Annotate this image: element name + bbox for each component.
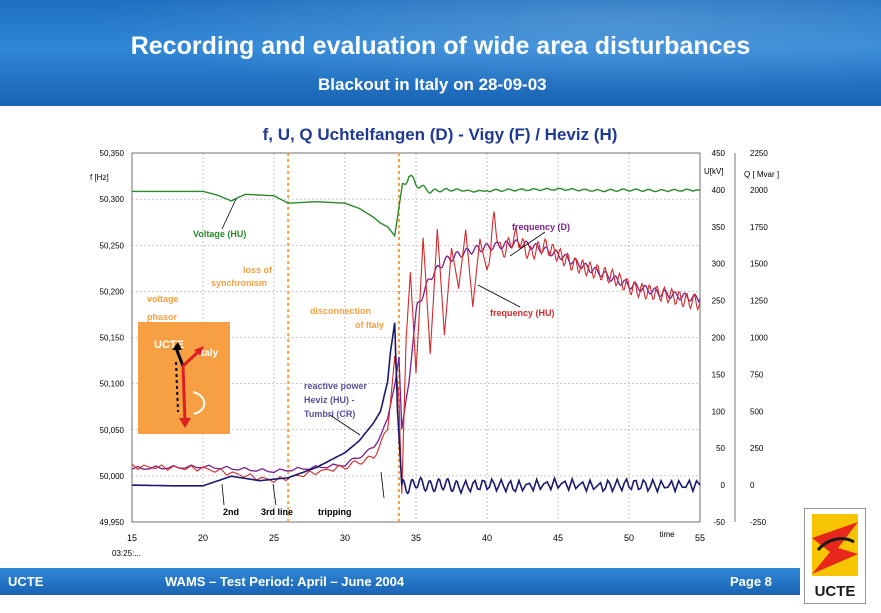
tick-3rd [272,483,277,506]
y-right2-tick-label: -250 [750,518,767,527]
y-right2-tick-label: 1500 [750,260,768,269]
y-right1-tick-label: 100 [712,407,726,416]
y-left-tick-label: 50,350 [100,149,125,158]
y-right1-tick-label: 400 [712,186,726,195]
y-right2-tick-label: 250 [750,444,764,453]
logo-text: UCTE [815,583,856,600]
y-right1-tick-label: 0 [721,481,726,490]
series-reactive-power [131,322,701,496]
voltage-phasor-diagram: UCTE Italy [138,322,230,434]
x-tick-label: 30 [340,533,350,543]
x-axis-label: time [659,530,675,539]
y-right1-tick-label: 50 [716,444,725,453]
annotation-2nd: 2nd [223,507,239,517]
y-right1-tick-label: 250 [712,297,726,306]
plot-frame [131,152,701,523]
y-left-tick-label: 50,250 [100,241,125,250]
series-voltage-hu [132,174,701,238]
y-right2-tick-label: 2000 [750,186,768,195]
y-right1-axis-label: U[kV] [704,167,724,176]
y-left-tick-label: 50,150 [100,334,125,343]
callout-frequency-hu [477,284,521,308]
x-tick-label: 40 [482,533,492,543]
y-right2-tick-label: 1750 [750,223,768,232]
x-tick-label: 50 [624,533,634,543]
y-left-tick-label: 50,100 [100,380,125,389]
annotation-synchronism: synchronism [211,278,267,288]
header-banner [0,0,881,106]
page-title: Recording and evaluation of wide area di… [130,32,751,60]
page-subtitle: Blackout in Italy on 28-09-03 [318,75,547,94]
annotation-of-italy: of Italy [355,320,384,330]
y-right2-tick-label: 750 [750,370,764,379]
x-tick-label: 55 [695,533,705,543]
tick-tripping [380,471,385,499]
ucte-logo: UCTE [804,508,866,604]
callout-voltage [221,198,237,230]
callout-frequency-d [509,231,546,257]
tick-2nd [221,483,225,506]
y-right1-tick-label: 350 [712,223,726,232]
phasor-arrows-icon: UCTE Italy [154,339,218,428]
y-right2-tick-label: 0 [750,481,755,490]
chart: f, U, Q Uchtelfangen (D) - Vigy (F) / He… [90,125,779,558]
annotation-heviz: Heviz (HU) - [304,395,355,405]
x-tick-label: 20 [198,533,208,543]
y-right2-axis-label: Q [ Mvar ] [744,170,779,179]
footer-test-period: WAMS – Test Period: April – June 2004 [165,574,405,589]
y-right1-tick-label: 450 [712,149,726,158]
annotation-tripping: tripping [318,507,352,517]
callout-reactive [329,414,361,436]
y-right1-tick-label: 200 [712,334,726,343]
phasor-italy-label: Italy [198,348,218,359]
annotation-tumbri: Tumbri (CR) [304,409,355,419]
x-tick-label: 45 [553,533,563,543]
y-right2-tick-label: 2250 [750,149,768,158]
x-tick-label: 35 [411,533,421,543]
y-left-tick-label: 50,200 [100,287,125,296]
annotation-3rd-line: 3rd line [261,507,293,517]
annotation-voltage: voltage [147,294,179,304]
x-tick-label: 15 [127,533,137,543]
annotation-reactive-power: reactive power [304,381,368,391]
annotation-frequency-d: frequency (D) [512,222,570,232]
footer-page-number: Page 8 [730,574,772,589]
footer-org: UCTE [8,574,44,589]
y-right2-tick-label: 500 [750,407,764,416]
x-start-label: 03:25:... [112,549,141,558]
annotation-loss-of: loss of [243,265,273,275]
annotation-frequency-hu: frequency (HU) [490,308,555,318]
y-left-axis-label: f [Hz] [90,173,109,182]
y-right2-tick-label: 1000 [750,334,768,343]
annotation-voltage-hu: Voltage (HU) [193,229,246,239]
footer-bar: UCTE WAMS – Test Period: April – June 20… [0,568,800,595]
y-right1-tick-label: 150 [712,370,726,379]
annotation-disconnection: disconnection [310,306,371,316]
y-left-tick-label: 50,300 [100,195,125,204]
y-right1-tick-label: 300 [712,260,726,269]
annotation-phasor: phasor [147,312,178,322]
x-tick-label: 25 [269,533,279,543]
y-right2-tick-label: 1250 [750,297,768,306]
y-left-tick-label: 50,050 [100,426,125,435]
y-left-tick-label: 49,950 [100,518,125,527]
y-left-tick-label: 50,000 [100,472,125,481]
chart-title: f, U, Q Uchtelfangen (D) - Vigy (F) / He… [263,125,618,144]
y-right1-tick-label: -50 [713,518,725,527]
